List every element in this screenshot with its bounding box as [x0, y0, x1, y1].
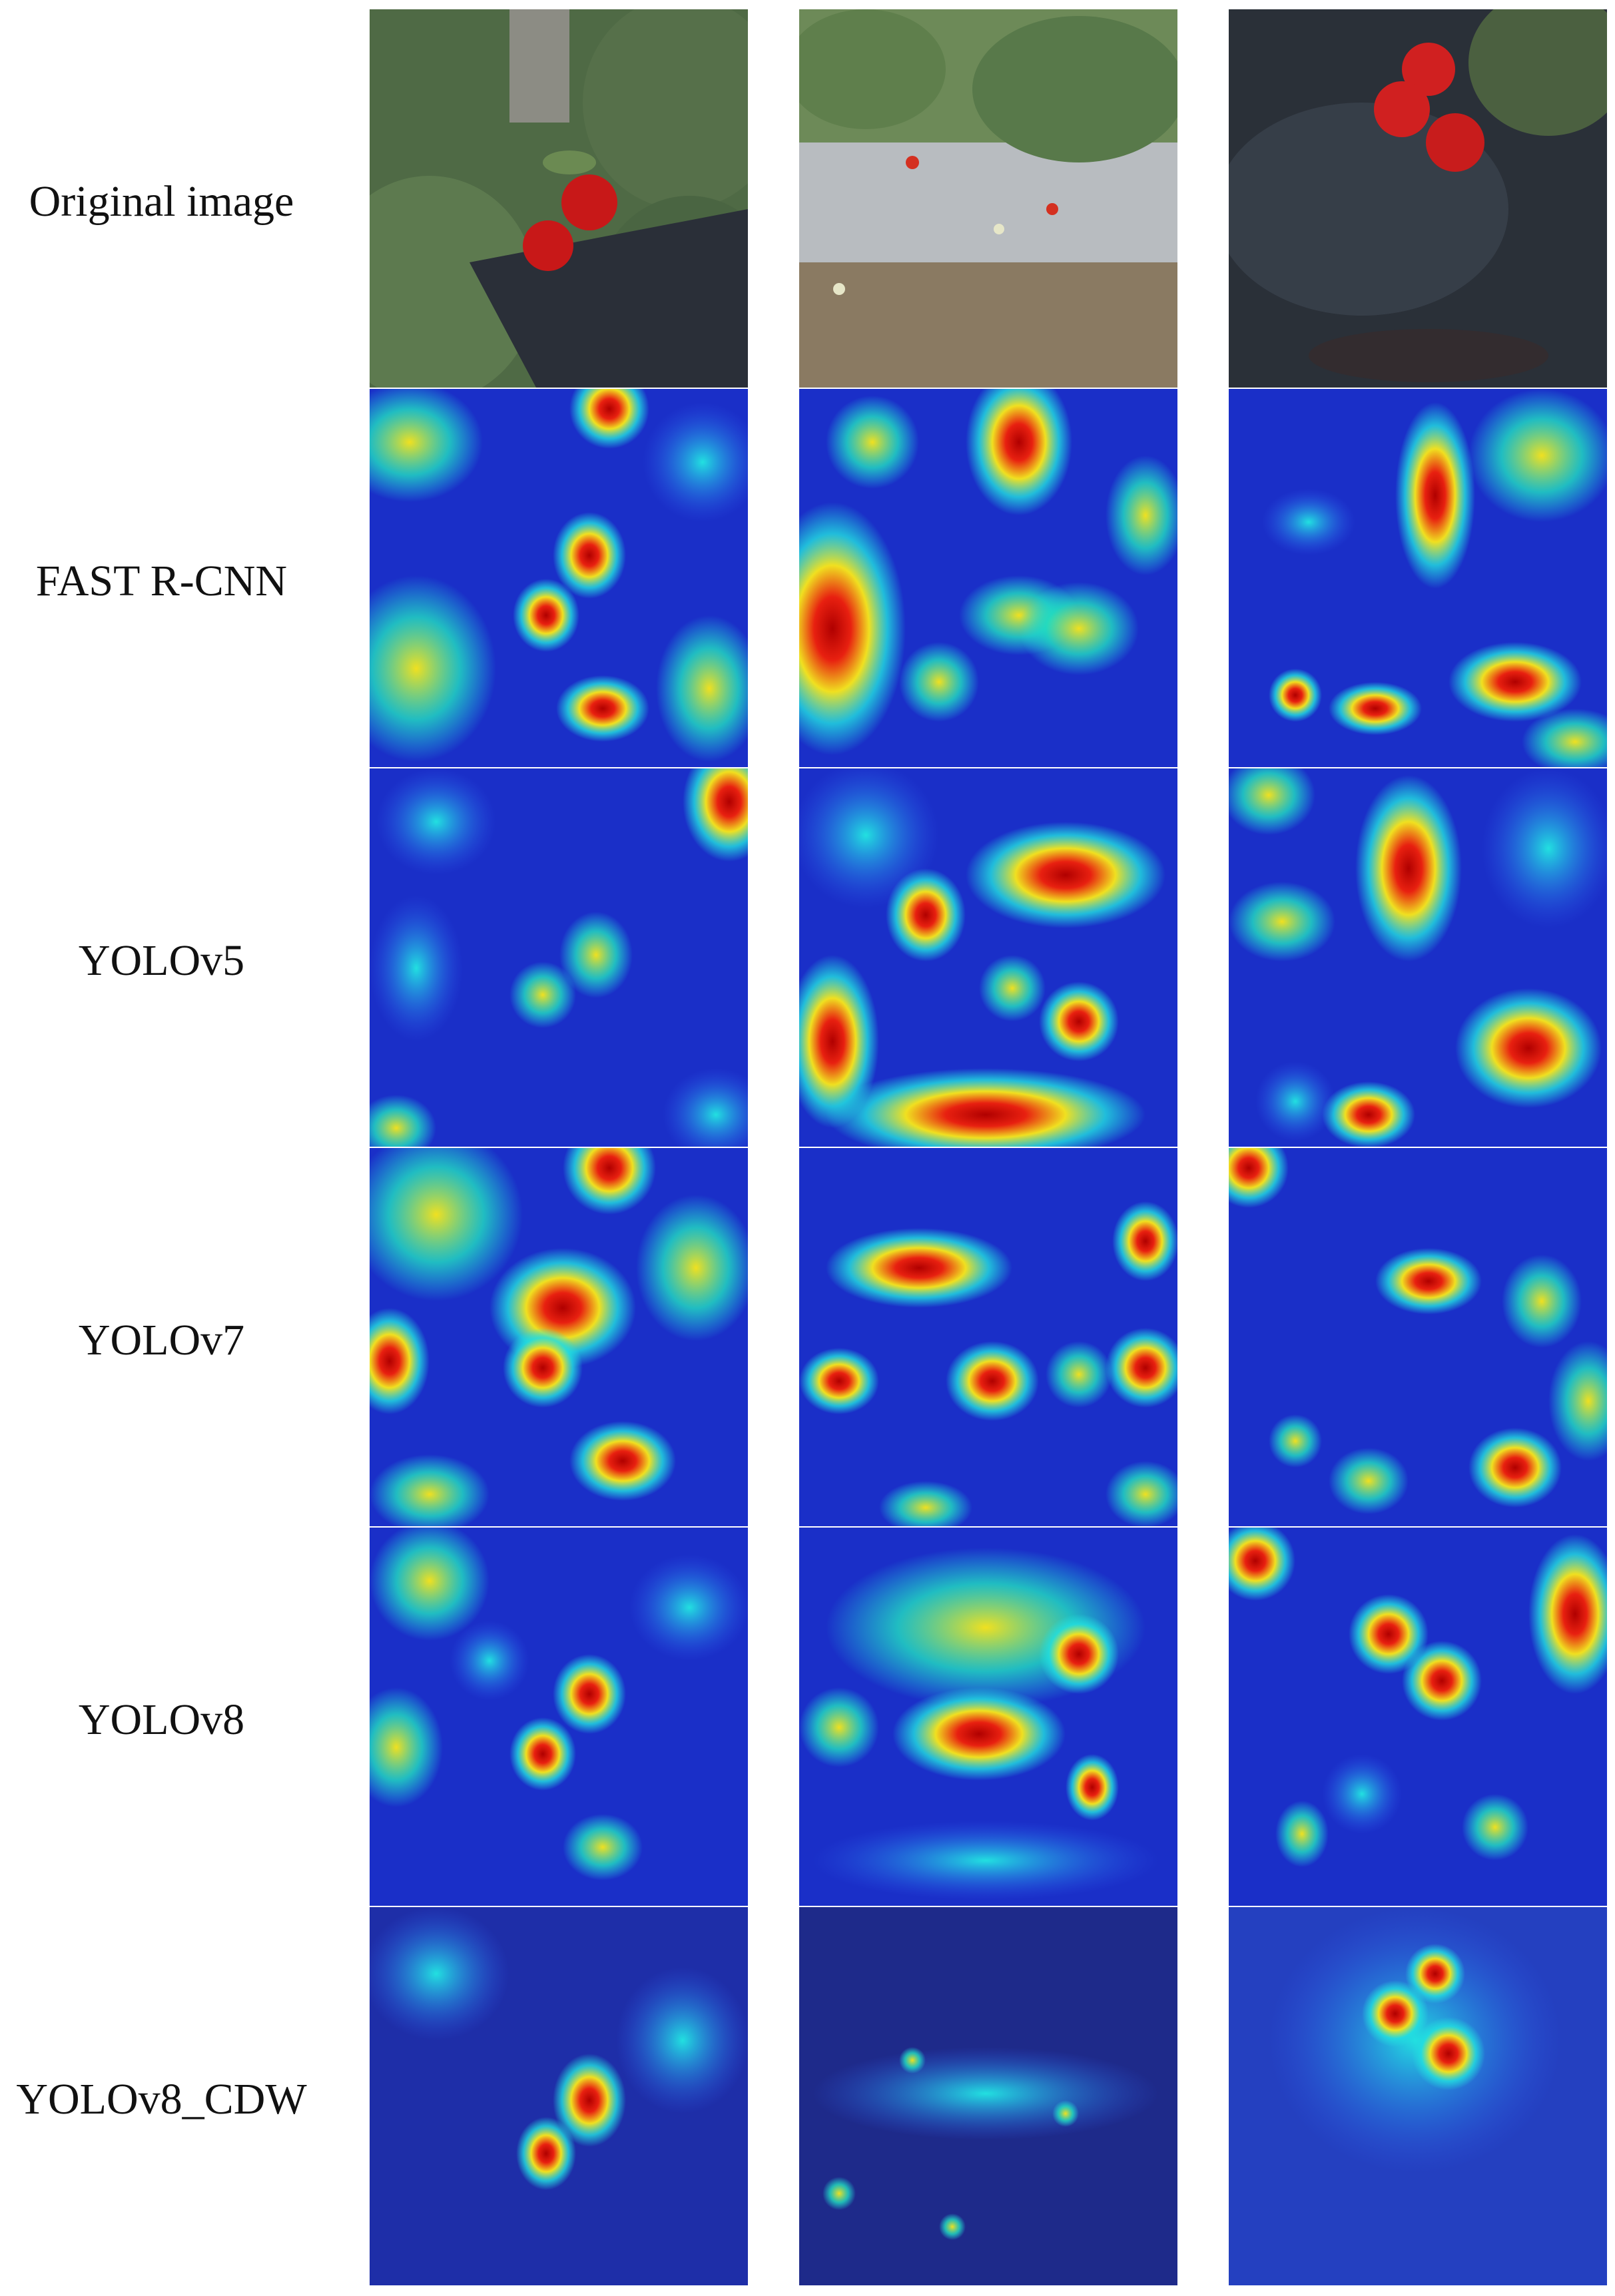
heatmap-yolov8-cdw-scene-3: [1229, 1907, 1607, 2285]
heatmap-yolov8-cdw-scene-1: [370, 1907, 748, 2285]
strawberry-plant-photo-1: [370, 9, 748, 388]
row-label-yolov8-cdw: YOLOv8_CDW: [16, 2075, 307, 2124]
heatmap-yolov8-scene-3: [1229, 1528, 1607, 1906]
original-image-scene-3: [1229, 9, 1607, 388]
heatmap-yolov7-scene-2: [799, 1148, 1177, 1526]
heatmap-yolov8-cdw-scene-2: [799, 1907, 1177, 2285]
heatmap-yolov8-scene-1: [370, 1528, 748, 1906]
heatmap-yolov5-scene-1: [370, 768, 748, 1147]
original-image-scene-1: [370, 9, 748, 388]
strawberry-plant-photo-2: [799, 9, 1177, 388]
heatmap-fast-rcnn-scene-3: [1229, 389, 1607, 767]
heatmap-yolov5-scene-3: [1229, 768, 1607, 1147]
heatmap-yolov5-scene-2: [799, 768, 1177, 1147]
row-label-yolov5: YOLOv5: [78, 936, 245, 985]
row-label-original: Original image: [29, 177, 294, 226]
heatmap-fast-rcnn-scene-1: [370, 389, 748, 767]
heatmap-yolov7-scene-1: [370, 1148, 748, 1526]
heatmap-yolov8-scene-2: [799, 1528, 1177, 1906]
heatmap-yolov7-scene-3: [1229, 1148, 1607, 1526]
strawberry-plant-photo-3: [1229, 9, 1607, 388]
original-image-scene-2: [799, 9, 1177, 388]
row-label-yolov7: YOLOv7: [78, 1316, 245, 1364]
heatmap-fast-rcnn-scene-2: [799, 389, 1177, 767]
row-label-fast-rcnn: FAST R-CNN: [35, 557, 288, 605]
row-label-yolov8: YOLOv8: [78, 1695, 245, 1744]
